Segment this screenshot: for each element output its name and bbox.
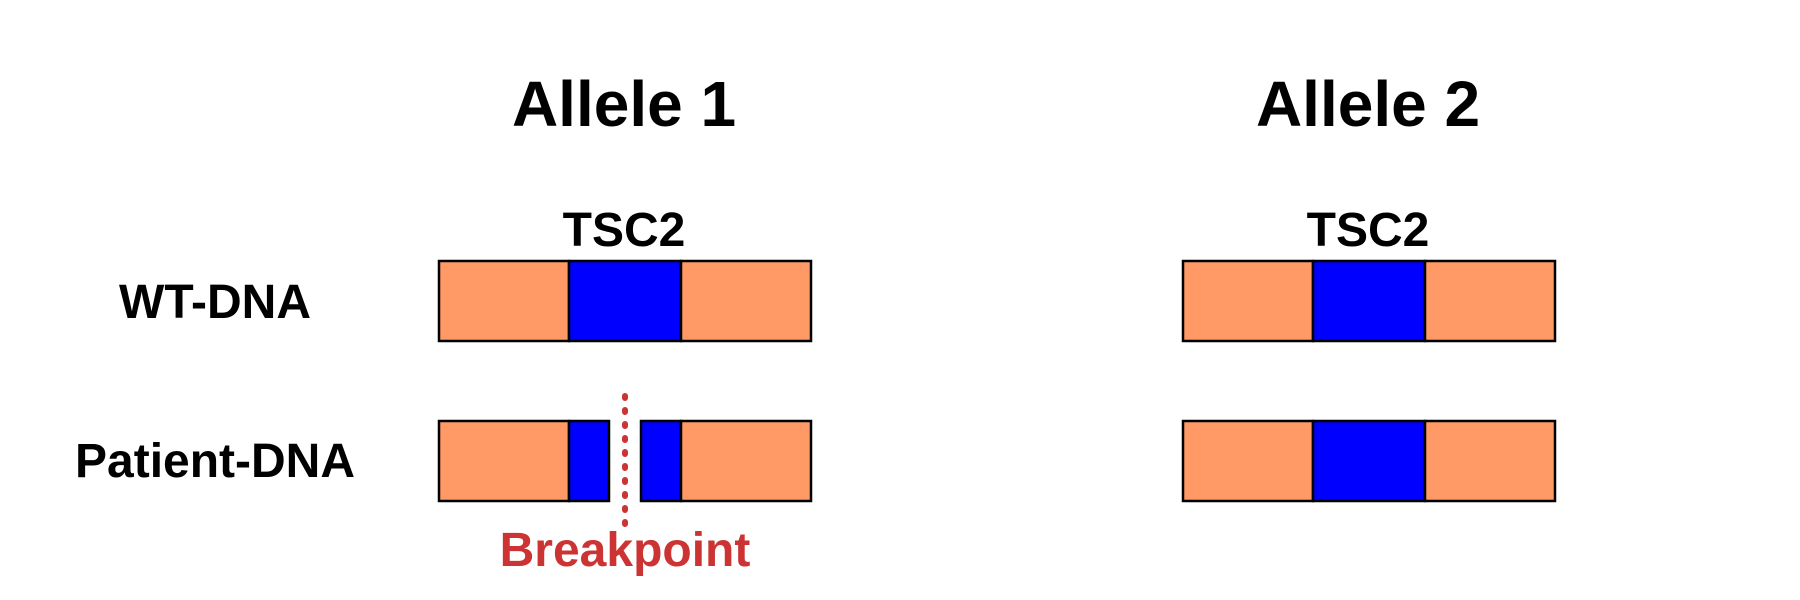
allele-1-wt-dna-segment [437,259,813,343]
allele-1-wt-left-flank [437,259,571,343]
allele-2-patient-left-flank [1181,419,1315,503]
allele-1-wt-tsc2-gene [567,259,683,343]
patient-dna-row-label: Patient-DNA [74,435,356,488]
allele-1-patient-tsc2-gene-right-fragment [639,419,683,503]
allele-1-patient-right-flank [679,419,813,503]
allele-1-patient-dna-segment [437,419,813,503]
allele-2-wt-left-flank [1181,259,1315,343]
allele-2-title: Allele 2 [1255,68,1481,140]
allele-2-wt-right-flank [1423,259,1557,343]
allele-2-wt-tsc2-gene [1311,259,1427,343]
allele-2-patient-dna-segment [1181,419,1557,503]
allele-1-patient-tsc2-gene-left-fragment [567,419,611,503]
allele-1-wt-right-flank [679,259,813,343]
allele-2-patient-tsc2-gene [1311,419,1427,503]
allele-2-wt-dna-segment [1181,259,1557,343]
allele-2-patient-right-flank [1423,419,1557,503]
allele-1-gene-label: TSC2 [562,204,686,257]
allele-1-title: Allele 1 [511,68,737,140]
wt-dna-row-label: WT-DNA [119,276,311,329]
breakpoint-label: Breakpoint [499,524,751,577]
allele-2-gene-label: TSC2 [1306,204,1430,257]
allele-1-patient-left-flank [437,419,571,503]
